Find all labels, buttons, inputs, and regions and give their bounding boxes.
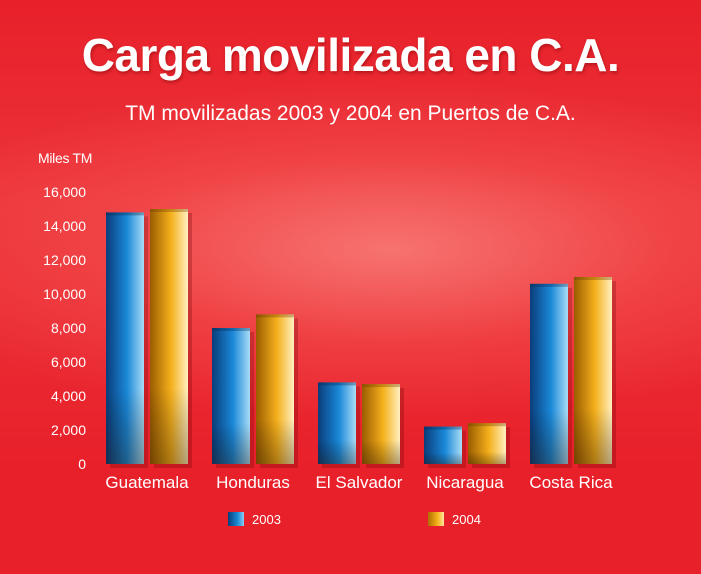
bar-top-edge xyxy=(256,314,294,318)
bar-shading xyxy=(362,384,400,464)
legend-label-2003: 2003 xyxy=(252,511,281,527)
y-tick-label: 12,000 xyxy=(43,252,86,268)
legend-swatch-2004 xyxy=(428,512,444,526)
bar-top-edge xyxy=(424,426,462,430)
bar-top-edge xyxy=(362,384,400,388)
x-tick-label-el-salvador: El Salvador xyxy=(316,473,403,492)
y-tick-label: 10,000 xyxy=(43,286,86,302)
bar-top-edge xyxy=(106,212,144,216)
chart-title: Carga movilizada en C.A. xyxy=(81,29,620,81)
y-tick-label: 14,000 xyxy=(43,218,86,234)
bar-top-edge xyxy=(212,328,250,331)
bar-top-edge xyxy=(530,283,568,287)
x-tick-label-costa-rica: Costa Rica xyxy=(529,473,613,492)
x-tick-label-guatemala: Guatemala xyxy=(105,473,189,492)
legend-label-2004: 2004 xyxy=(452,511,481,527)
bar-shading xyxy=(318,382,356,464)
y-tick-label: 8,000 xyxy=(51,320,86,336)
bar-shading xyxy=(574,277,612,464)
x-tick-label-nicaragua: Nicaragua xyxy=(426,473,504,492)
y-tick-label: 16,000 xyxy=(43,184,86,200)
bar-shading xyxy=(468,423,506,464)
y-tick-label: 6,000 xyxy=(51,354,86,370)
legend-item-2004: 2004 xyxy=(428,510,481,528)
bar-shading xyxy=(424,426,462,464)
y-tick-label: 2,000 xyxy=(51,422,86,438)
y-axis-unit-label: Miles TM xyxy=(38,150,93,166)
chart-subtitle: TM movilizadas 2003 y 2004 en Puertos de… xyxy=(125,102,576,125)
bar-shading xyxy=(150,209,188,464)
y-tick-label: 0 xyxy=(78,456,86,472)
bar-shading xyxy=(106,212,144,464)
y-tick-label: 4,000 xyxy=(51,388,86,404)
x-tick-label-honduras: Honduras xyxy=(216,473,290,492)
bar-top-edge xyxy=(574,277,612,280)
bar-top-edge xyxy=(150,209,188,212)
bar-shading xyxy=(256,314,294,464)
legend-item-2003: 2003 xyxy=(228,510,281,528)
bar-shading xyxy=(530,283,568,464)
bar-top-edge xyxy=(468,423,506,427)
bar-shading xyxy=(212,328,250,464)
bar-top-edge xyxy=(318,382,356,386)
legend-swatch-2003 xyxy=(228,512,244,526)
